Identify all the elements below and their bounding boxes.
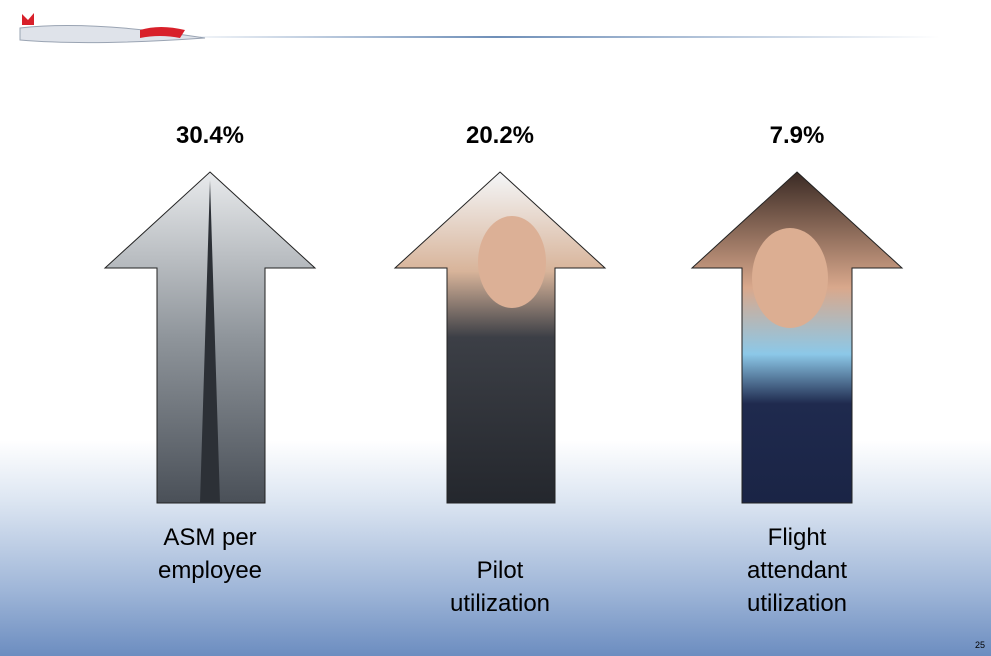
page-number: 25 — [975, 640, 985, 650]
slide: 30.4% 20.2% 7.9% ASM per employee Pilot … — [0, 0, 991, 656]
header-line — [200, 36, 940, 38]
metric-value: 30.4% — [130, 122, 290, 150]
logo-leaf — [22, 13, 34, 25]
face — [752, 228, 828, 328]
metric-value: 20.2% — [420, 122, 580, 150]
metric-label: Flight attendant utilization — [727, 521, 867, 620]
face — [478, 216, 546, 308]
metric-value: 7.9% — [717, 122, 877, 150]
metric-label: Pilot utilization — [430, 554, 570, 620]
arrow-image — [692, 172, 902, 503]
metric-label: ASM per employee — [140, 521, 280, 587]
